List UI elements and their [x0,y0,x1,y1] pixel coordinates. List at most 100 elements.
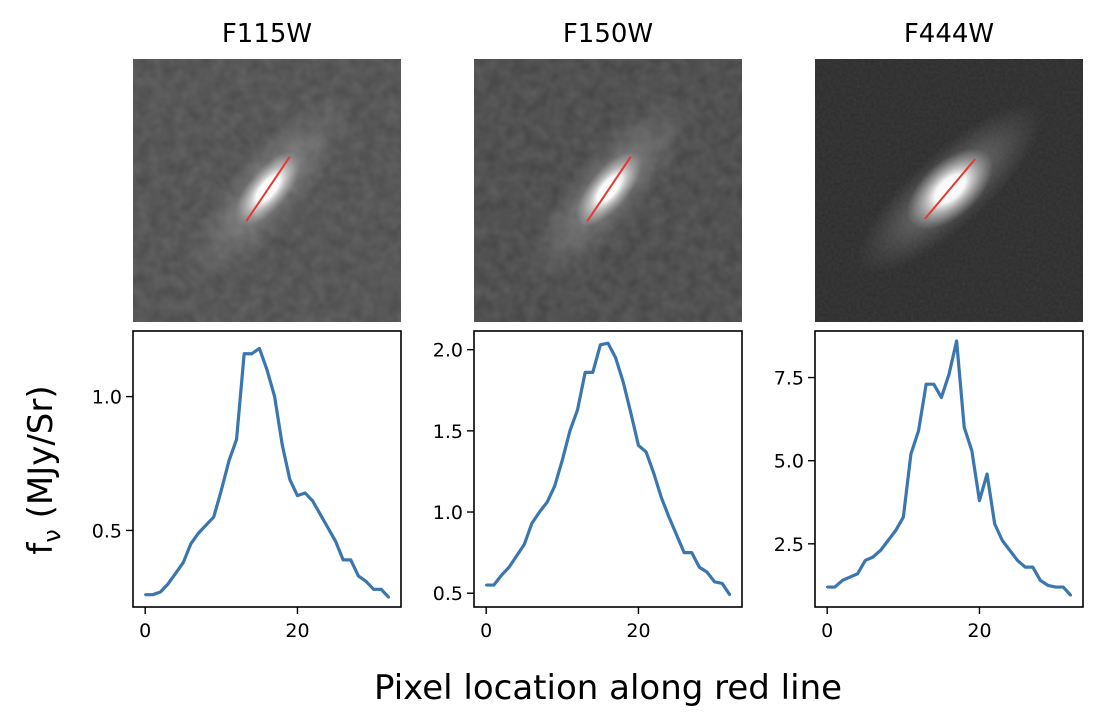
data-point [273,395,276,398]
data-point [484,583,488,587]
data-point [583,371,587,374]
data-point [614,356,617,359]
data-point [545,501,549,504]
data-point [159,590,162,594]
data-point [963,426,966,429]
data-point [349,558,352,562]
data-point [319,513,322,516]
data-point [879,549,882,552]
data-point [174,572,177,575]
data-point [311,499,314,503]
data-point [682,551,686,554]
data-point [871,555,875,559]
data-point [1031,565,1034,569]
data-point [258,347,261,350]
y-tick-label: 0.5 [92,520,122,542]
data-point [825,585,829,589]
y-axis-label-sub: ν [38,529,66,542]
image-panel-f150w [474,59,742,322]
y-axis-label-unit: (MJy/Sr) [21,385,61,529]
plot-panel-f115w: 0 20 0.5 1.0 [92,330,402,642]
data-point [341,558,345,562]
data-point [856,572,859,575]
data-point [970,449,974,452]
data-point [894,529,897,532]
data-point [841,579,844,582]
data-point [622,380,625,384]
y-tick-label: 0.5 [433,583,463,605]
data-point [606,341,610,345]
data-point [940,396,943,399]
data-point [250,352,253,355]
data-point [1016,559,1019,562]
data-point [166,582,170,586]
data-point [568,429,572,433]
plot-frame [814,330,1084,608]
data-point [1023,565,1027,569]
series-line-f115w [145,346,390,599]
data-point [713,580,716,584]
data-point [326,526,330,529]
data-point [833,585,836,589]
y-axis-label: fν (MJy/Sr) [21,385,66,554]
data-point [265,368,269,372]
red-cut-line [586,156,632,222]
data-point [637,444,640,447]
data-point [705,570,709,574]
data-point [660,496,663,499]
data-point [364,580,368,583]
data-point [576,408,579,411]
data-point [1001,539,1004,542]
data-point [909,452,913,456]
data-point [530,522,534,525]
y-tick-label: 1.0 [433,502,463,524]
data-point [220,489,223,492]
y-axis-label-f: f [21,542,61,555]
data-point [561,458,564,462]
data-point [1069,594,1073,597]
x-axis-label: Pixel location along red line [374,668,842,708]
plot-panel-f150w: 0 20 0.5 1.0 1.5 2.0 [433,330,743,642]
y-tick-label: 1.5 [433,421,463,443]
y-tick-label: 1.0 [92,387,122,409]
data-point [296,494,299,497]
panel-title-f115w: F115W [222,19,312,49]
series-line-f444w [827,339,1072,597]
data-point [728,593,732,597]
data-point [197,531,200,535]
data-point [1046,584,1050,587]
data-point [387,596,391,599]
data-point [372,588,375,591]
data-point [978,499,981,502]
image-panel-f444w [815,59,1083,322]
data-point [1008,549,1012,552]
data-point [303,491,307,495]
data-point [242,352,246,355]
data-point [515,554,518,558]
data-point [212,515,215,519]
y-tick-label: 2.0 [433,340,463,362]
data-point [523,543,526,546]
data-point [924,383,928,386]
data-point [500,574,503,577]
data-point [902,516,905,519]
image-panel-f115w [133,59,401,322]
panel-title-f150w: F150W [563,19,653,49]
data-point [357,574,360,578]
data-point [675,533,678,536]
data-point [288,478,292,481]
data-point [151,593,154,596]
data-point [380,588,383,591]
data-point [227,459,231,463]
data-point [507,566,511,569]
data-point [667,515,671,519]
data-point [599,343,602,346]
data-point [538,510,541,514]
y-tick-label: 7.5 [774,368,804,390]
data-point [143,593,147,596]
data-point [591,371,594,374]
data-point [553,484,556,488]
data-point [281,443,284,446]
plot-frame [473,330,743,608]
